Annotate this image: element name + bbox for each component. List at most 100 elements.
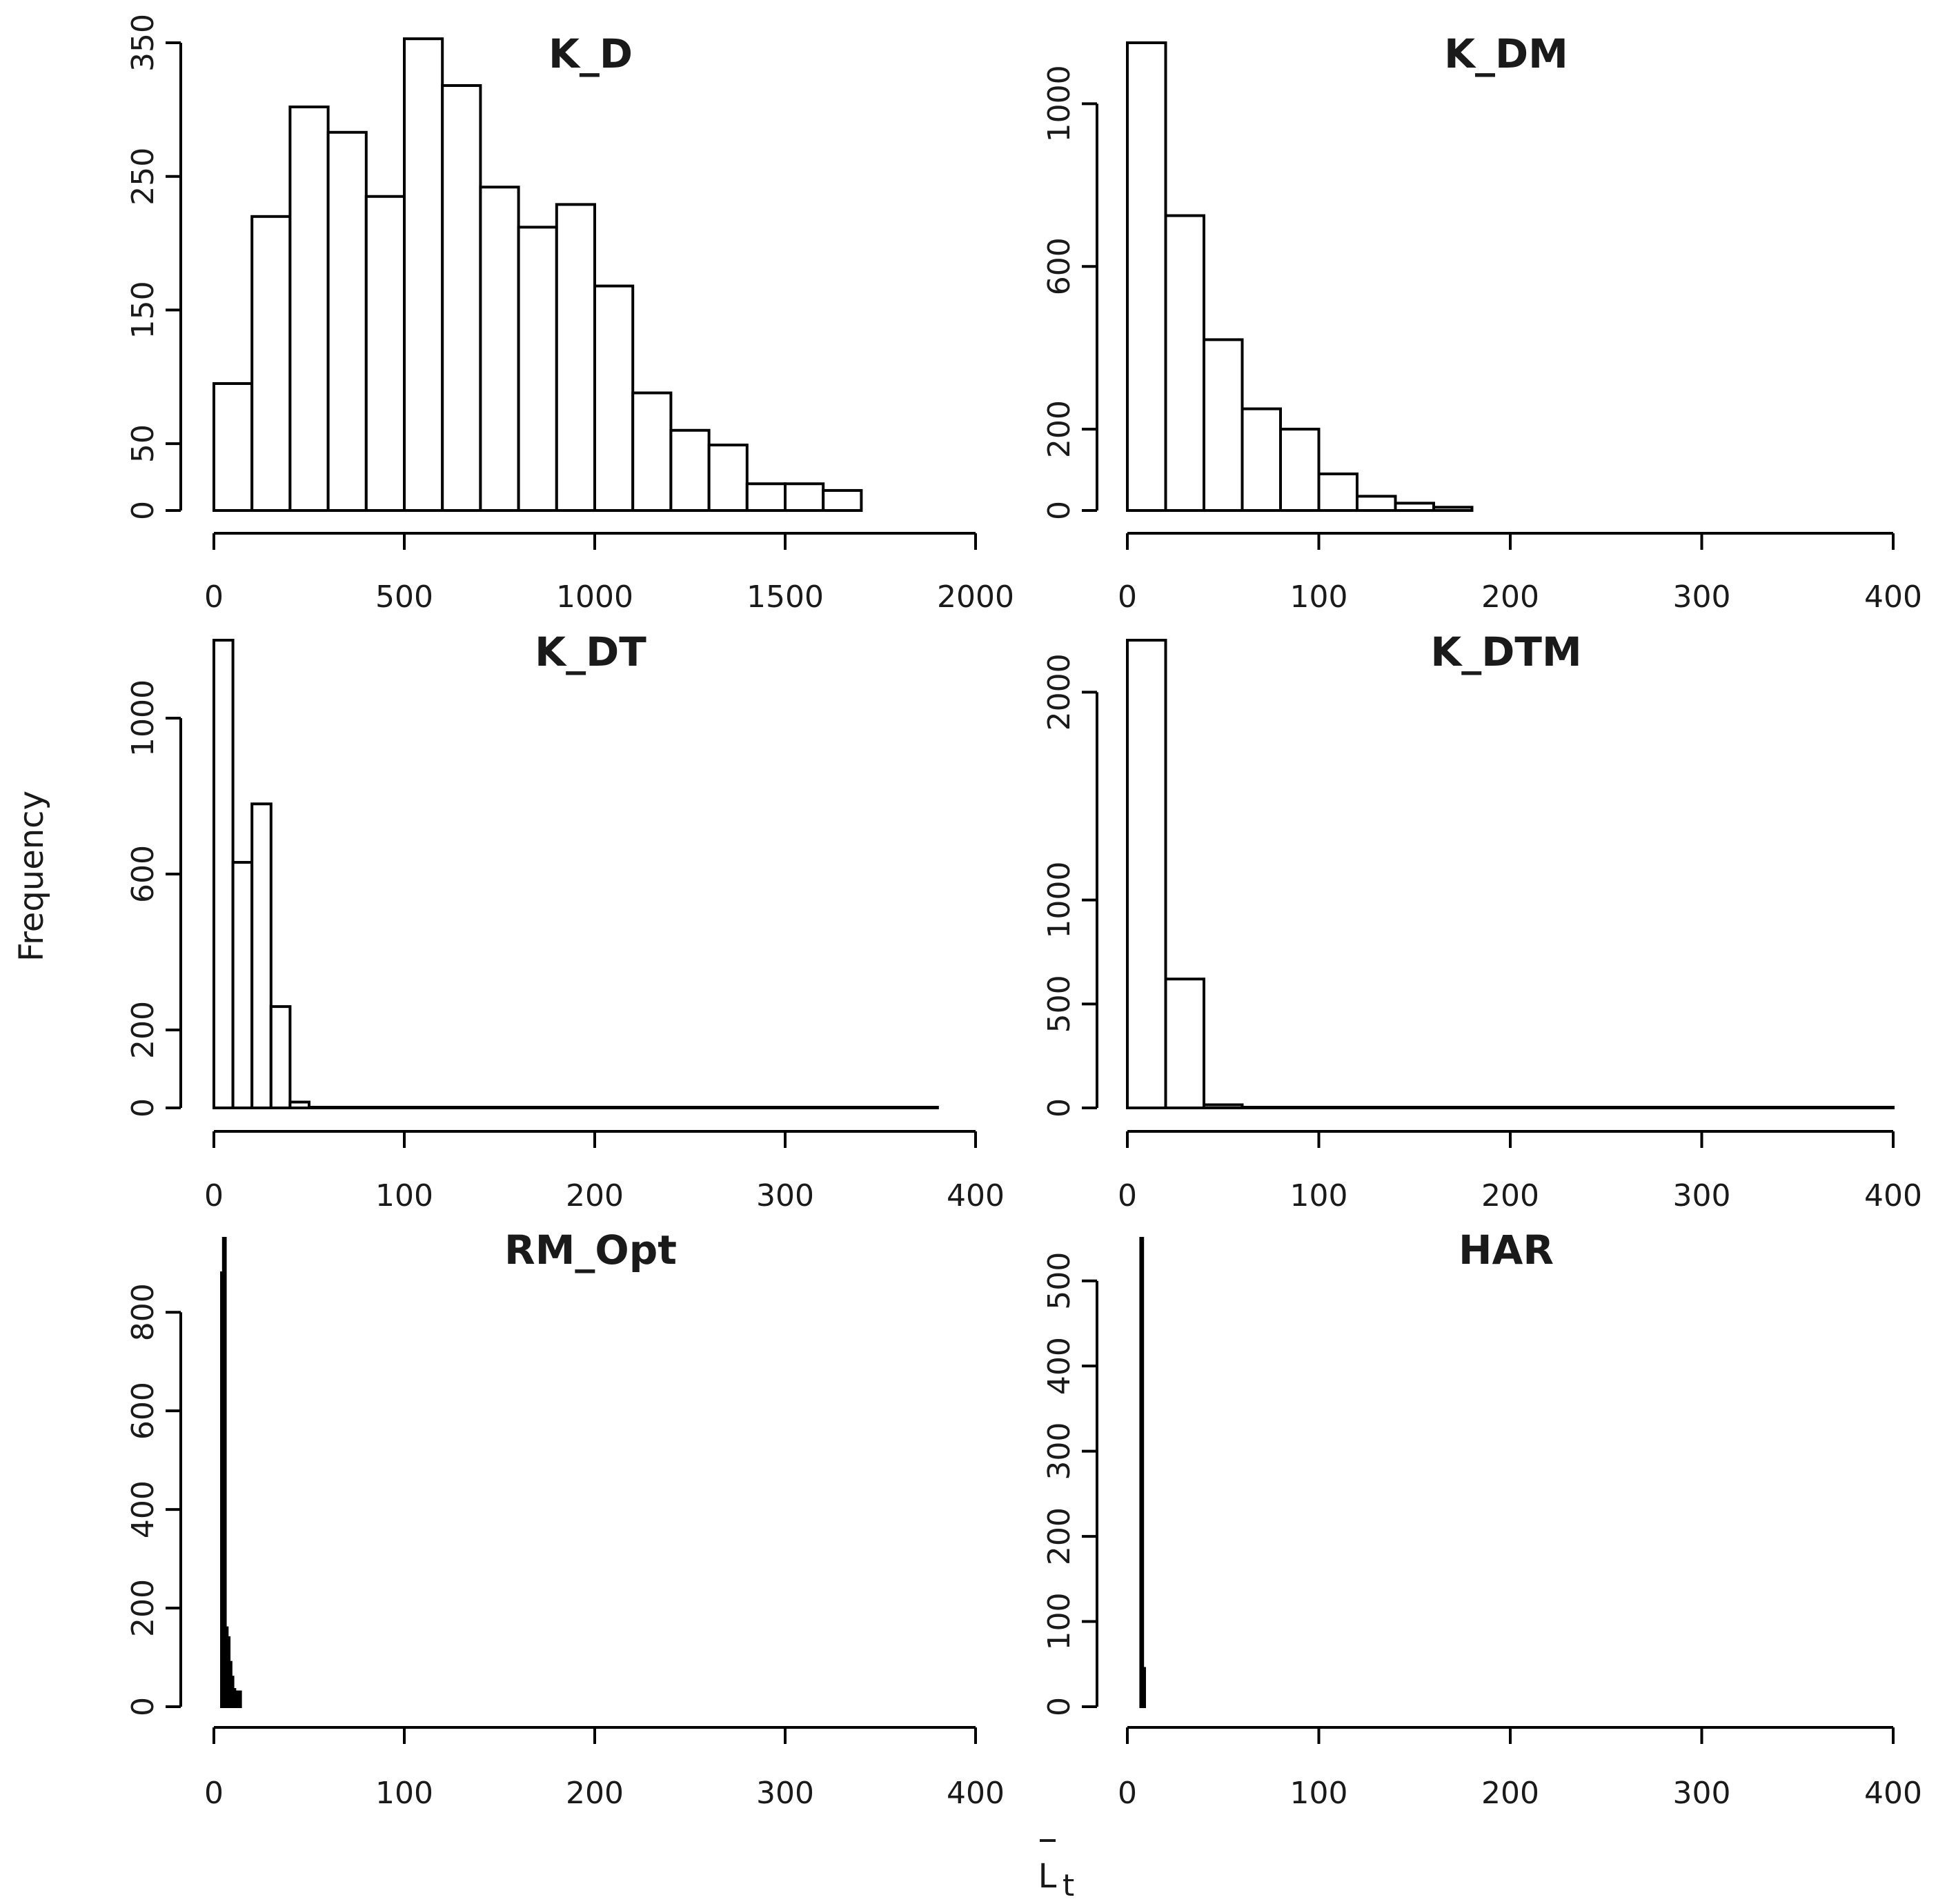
histogram-bar <box>288 105 330 513</box>
y-tick-label: 600 <box>1042 237 1077 295</box>
x-tick-label: 100 <box>1290 1776 1348 1811</box>
histogram-bar <box>1241 407 1282 513</box>
y-tick-label: 0 <box>126 1697 161 1716</box>
histogram-bar <box>269 1005 292 1109</box>
histogram-bar <box>1126 41 1167 512</box>
y-tick-label: 200 <box>1042 1507 1077 1565</box>
histogram-bar <box>403 37 444 512</box>
x-tick-label: 0 <box>1118 1178 1137 1213</box>
y-tick-label: 300 <box>1042 1422 1077 1480</box>
histogram-bar <box>1317 472 1358 513</box>
panel-title: K_DT <box>535 628 646 675</box>
y-tick-label: 350 <box>126 14 161 72</box>
panel-title: RM_Opt <box>504 1227 677 1273</box>
histogram-bar <box>213 381 254 512</box>
x-tick-label: 500 <box>375 579 433 615</box>
histogram-bar <box>231 861 254 1110</box>
histogram-bar <box>1432 506 1474 513</box>
x-tick-label: 300 <box>756 1776 814 1811</box>
histogram-bar <box>631 391 673 512</box>
histogram-bar <box>1203 1103 1244 1109</box>
histogram-bar <box>1164 978 1205 1109</box>
y-tick-label: 250 <box>126 148 161 206</box>
y-tick-label: 400 <box>1042 1337 1077 1395</box>
histogram-bar <box>364 195 406 512</box>
x-tick-label: 300 <box>756 1178 814 1213</box>
x-axis-label-subscript: t <box>1063 1868 1074 1903</box>
x-tick-label: 100 <box>1290 579 1348 615</box>
histogram-bar <box>1139 1237 1145 1708</box>
histogram-bar <box>326 130 368 512</box>
x-tick-label: 1000 <box>556 579 633 615</box>
x-tick-label: 100 <box>375 1776 433 1811</box>
y-tick-label: 1000 <box>1042 862 1077 939</box>
histogram-bar <box>308 1106 939 1109</box>
histogram-bar <box>555 203 596 512</box>
histogram-bar <box>1394 502 1435 512</box>
panel-har: HAR 0 100 200 300 400 0 100 200 300 400 500 <box>1042 1227 1922 1811</box>
y-axis-label: Frequency <box>12 791 51 962</box>
histogram-bar <box>1141 1667 1146 1709</box>
histogram-bar <box>479 186 520 512</box>
x-tick-label: 0 <box>204 579 224 615</box>
histogram-bar <box>707 444 749 513</box>
histogram-bar <box>1356 495 1397 513</box>
x-axis-label-main: L <box>1038 1857 1057 1896</box>
y-tick-label: 2000 <box>1042 653 1077 731</box>
panel-k-dm: K_DM 0 100 200 300 400 0 200 600 1000 <box>1042 30 1922 615</box>
histogram-bar <box>593 284 635 512</box>
y-tick-label: 400 <box>126 1480 161 1538</box>
x-tick-label: 100 <box>375 1178 433 1213</box>
histogram-bar <box>288 1100 310 1110</box>
panel-k-d: K_D 0 500 1000 1500 2000 0 50 150 250 350 <box>126 14 1014 615</box>
panel-title: K_DM <box>1444 30 1568 77</box>
x-tick-label: 200 <box>566 1776 624 1811</box>
panel-title: K_DTM <box>1430 628 1581 675</box>
y-tick-label: 500 <box>1042 975 1077 1033</box>
y-tick-label: 0 <box>126 501 161 520</box>
panel-title: HAR <box>1459 1227 1554 1273</box>
y-tick-label: 200 <box>126 1001 161 1059</box>
panel-rm-opt: RM_Opt 0 100 200 300 400 0 200 400 600 800 <box>126 1227 1005 1811</box>
panel-k-dt: K_DT 0 100 200 300 400 0 200 600 1000 <box>126 628 1005 1213</box>
histogram-bar <box>1164 214 1205 512</box>
histogram-bar <box>250 802 273 1110</box>
x-tick-label: 300 <box>1673 1776 1731 1811</box>
panel-title: K_D <box>548 30 633 77</box>
histogram-bar <box>822 488 863 513</box>
y-tick-label: 50 <box>126 424 161 463</box>
x-tick-label: 300 <box>1673 1178 1731 1213</box>
y-tick-label: 0 <box>1042 501 1077 520</box>
y-tick-label: 600 <box>126 845 161 903</box>
x-tick-label: 200 <box>1481 1178 1539 1213</box>
x-tick-label: 0 <box>1118 1776 1137 1811</box>
x-tick-label: 400 <box>1864 1776 1922 1811</box>
y-tick-label: 0 <box>1042 1697 1077 1716</box>
x-tick-label: 0 <box>204 1178 224 1213</box>
histogram-bar <box>1241 1106 1895 1109</box>
y-tick-label: 100 <box>1042 1593 1077 1651</box>
y-tick-label: 200 <box>126 1579 161 1637</box>
histogram-bar <box>784 482 825 512</box>
histogram-bar <box>1126 639 1167 1109</box>
x-tick-label: 2000 <box>937 579 1014 615</box>
histogram-bar <box>237 1690 242 1708</box>
x-tick-label: 400 <box>1864 1178 1922 1213</box>
y-tick-label: 0 <box>1042 1098 1077 1118</box>
y-tick-label: 200 <box>1042 400 1077 458</box>
histogram-bar <box>669 428 711 512</box>
x-axis-label: L t <box>1038 1839 1074 1903</box>
histogram-bar <box>1203 338 1244 512</box>
x-tick-label: 200 <box>1481 579 1539 615</box>
histogram-bar <box>1279 428 1321 513</box>
x-tick-label: 0 <box>1118 579 1137 615</box>
x-tick-label: 400 <box>947 1776 1005 1811</box>
histogram-bar <box>745 482 787 512</box>
x-tick-label: 100 <box>1290 1178 1348 1213</box>
y-tick-label: 500 <box>1042 1252 1077 1310</box>
y-tick-label: 150 <box>126 281 161 339</box>
y-tick-label: 1000 <box>1042 65 1077 142</box>
x-tick-label: 200 <box>566 1178 624 1213</box>
